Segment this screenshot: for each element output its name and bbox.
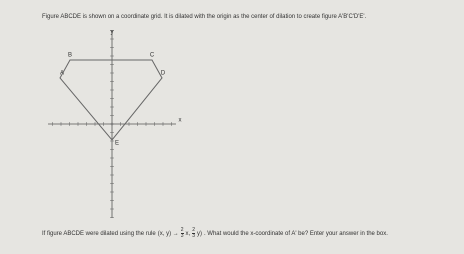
vertex-label: B [68, 53, 72, 59]
numerator: 2 [192, 227, 195, 234]
pentagon [59, 59, 163, 141]
y-axis-label: y [111, 30, 114, 36]
rule-text: x, [185, 230, 191, 237]
vertex-label: D [161, 71, 166, 77]
intro-text: Figure ABCDE is shown on a coordinate gr… [42, 14, 367, 20]
rule-text: y) [196, 230, 202, 237]
vertex-label: E [115, 141, 119, 147]
vertex-label: A [60, 71, 64, 77]
numerator: 2 [180, 227, 184, 234]
denominator: 3 [192, 233, 195, 239]
denominator: 3 [180, 233, 184, 239]
question-text: If figure ABCDE were dilated using the r… [42, 230, 156, 237]
grid [48, 30, 176, 218]
vertex-label: C [150, 53, 155, 59]
rule-text: (x, y) → [157, 230, 179, 237]
x-axis-label: x [179, 118, 182, 124]
question-text: . What would the x-coordinate of A' be? … [203, 230, 388, 237]
question: If figure ABCDE were dilated using the r… [42, 228, 388, 239]
